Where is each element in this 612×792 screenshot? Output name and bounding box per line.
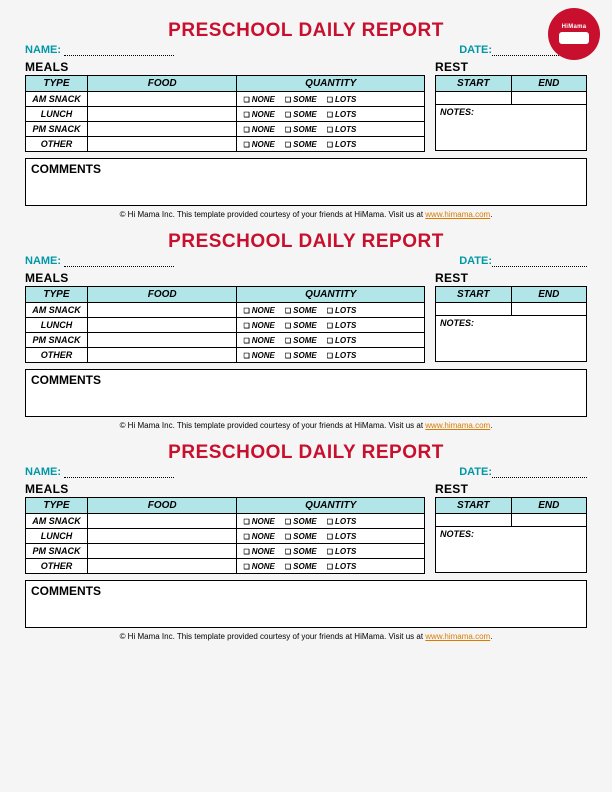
logo-badge: HiMama: [548, 8, 600, 60]
comments-box: COMMENTS: [25, 369, 587, 417]
col-food: FOOD: [87, 76, 237, 92]
table-row: OTHERNONESOMELOTS: [26, 137, 425, 152]
table-row: LUNCHNONESOMELOTS: [26, 107, 425, 122]
table-row: [436, 92, 587, 105]
col-type: TYPE: [26, 76, 88, 92]
name-date-row: NAME: DATE:: [25, 255, 587, 267]
comments-box: COMMENTS: [25, 580, 587, 628]
date-field: DATE:: [459, 466, 587, 478]
meals-section: MEALS TYPE FOOD QUANTITY AM SNACKNONESOM…: [25, 482, 425, 574]
col-quantity: QUANTITY: [237, 76, 425, 92]
comments-label: COMMENTS: [31, 373, 581, 387]
qty-cell: NONESOMELOTS: [237, 122, 425, 137]
table-row: AM SNACKNONESOMELOTS: [26, 92, 425, 107]
comments-box: COMMENTS: [25, 158, 587, 206]
footer-text: © Hi Mama Inc. This template provided co…: [25, 210, 587, 219]
report-title: PRESCHOOL DAILY REPORT: [25, 231, 587, 253]
table-row: PM SNACKNONESOMELOTS: [26, 544, 425, 559]
rest-label: REST: [435, 60, 587, 74]
meals-section: MEALS TYPE FOOD QUANTITY AM SNACKNONESOM…: [25, 271, 425, 363]
rest-section: REST STARTEND NOTES:: [435, 60, 587, 152]
table-row: [436, 514, 587, 527]
table-row: PM SNACKNONESOMELOTS: [26, 333, 425, 348]
qty-cell: NONESOMELOTS: [237, 92, 425, 107]
footer-text: © Hi Mama Inc. This template provided co…: [25, 632, 587, 641]
logo-text-top: HiMama: [562, 24, 587, 30]
meals-table: TYPE FOOD QUANTITY AM SNACKNONESOMELOTS …: [25, 497, 425, 574]
col-end: END: [511, 76, 587, 92]
report-card: PRESCHOOL DAILY REPORT NAME: DATE: MEALS…: [25, 20, 587, 219]
col-start: START: [436, 76, 512, 92]
rest-table: STARTEND: [435, 286, 587, 316]
date-field: DATE:: [459, 255, 587, 267]
name-date-row: NAME: DATE:: [25, 466, 587, 478]
meals-label: MEALS: [25, 482, 425, 496]
table-row: AM SNACKNONESOMELOTS: [26, 303, 425, 318]
comments-label: COMMENTS: [31, 584, 581, 598]
rest-table: STARTEND: [435, 75, 587, 105]
meals-label: MEALS: [25, 271, 425, 285]
report-card: PRESCHOOL DAILY REPORT NAME: DATE: MEALS…: [25, 442, 587, 641]
meals-table: TYPE FOOD QUANTITY AM SNACKNONESOMELOTS …: [25, 75, 425, 152]
rest-table: STARTEND: [435, 497, 587, 527]
table-row: [436, 303, 587, 316]
name-field: NAME:: [25, 44, 174, 56]
table-row: LUNCHNONESOMELOTS: [26, 529, 425, 544]
footer-link[interactable]: www.himama.com: [425, 421, 490, 430]
table-row: LUNCHNONESOMELOTS: [26, 318, 425, 333]
name-date-row: NAME: DATE:: [25, 44, 587, 56]
meals-table: TYPE FOOD QUANTITY AM SNACKNONESOMELOTS …: [25, 286, 425, 363]
table-row: OTHERNONESOMELOTS: [26, 559, 425, 574]
name-field: NAME:: [25, 255, 174, 267]
rest-label: REST: [435, 271, 587, 285]
meals-label: MEALS: [25, 60, 425, 74]
report-card: PRESCHOOL DAILY REPORT NAME: DATE: MEALS…: [25, 231, 587, 430]
notes-box: NOTES:: [435, 316, 587, 362]
footer-link[interactable]: www.himama.com: [425, 632, 490, 641]
rest-section: REST STARTEND NOTES:: [435, 482, 587, 574]
logo-stripe: [559, 32, 589, 44]
table-row: OTHERNONESOMELOTS: [26, 348, 425, 363]
report-title: PRESCHOOL DAILY REPORT: [25, 442, 587, 464]
qty-cell: NONESOMELOTS: [237, 137, 425, 152]
footer-link[interactable]: www.himama.com: [425, 210, 490, 219]
qty-cell: NONESOMELOTS: [237, 107, 425, 122]
footer-text: © Hi Mama Inc. This template provided co…: [25, 421, 587, 430]
comments-label: COMMENTS: [31, 162, 581, 176]
table-row: PM SNACKNONESOMELOTS: [26, 122, 425, 137]
notes-box: NOTES:: [435, 105, 587, 151]
report-title: PRESCHOOL DAILY REPORT: [25, 20, 587, 42]
rest-label: REST: [435, 482, 587, 496]
meals-section: MEALS TYPE FOOD QUANTITY AM SNACKNONESOM…: [25, 60, 425, 152]
rest-section: REST STARTEND NOTES:: [435, 271, 587, 363]
notes-box: NOTES:: [435, 527, 587, 573]
name-field: NAME:: [25, 466, 174, 478]
table-row: AM SNACKNONESOMELOTS: [26, 514, 425, 529]
